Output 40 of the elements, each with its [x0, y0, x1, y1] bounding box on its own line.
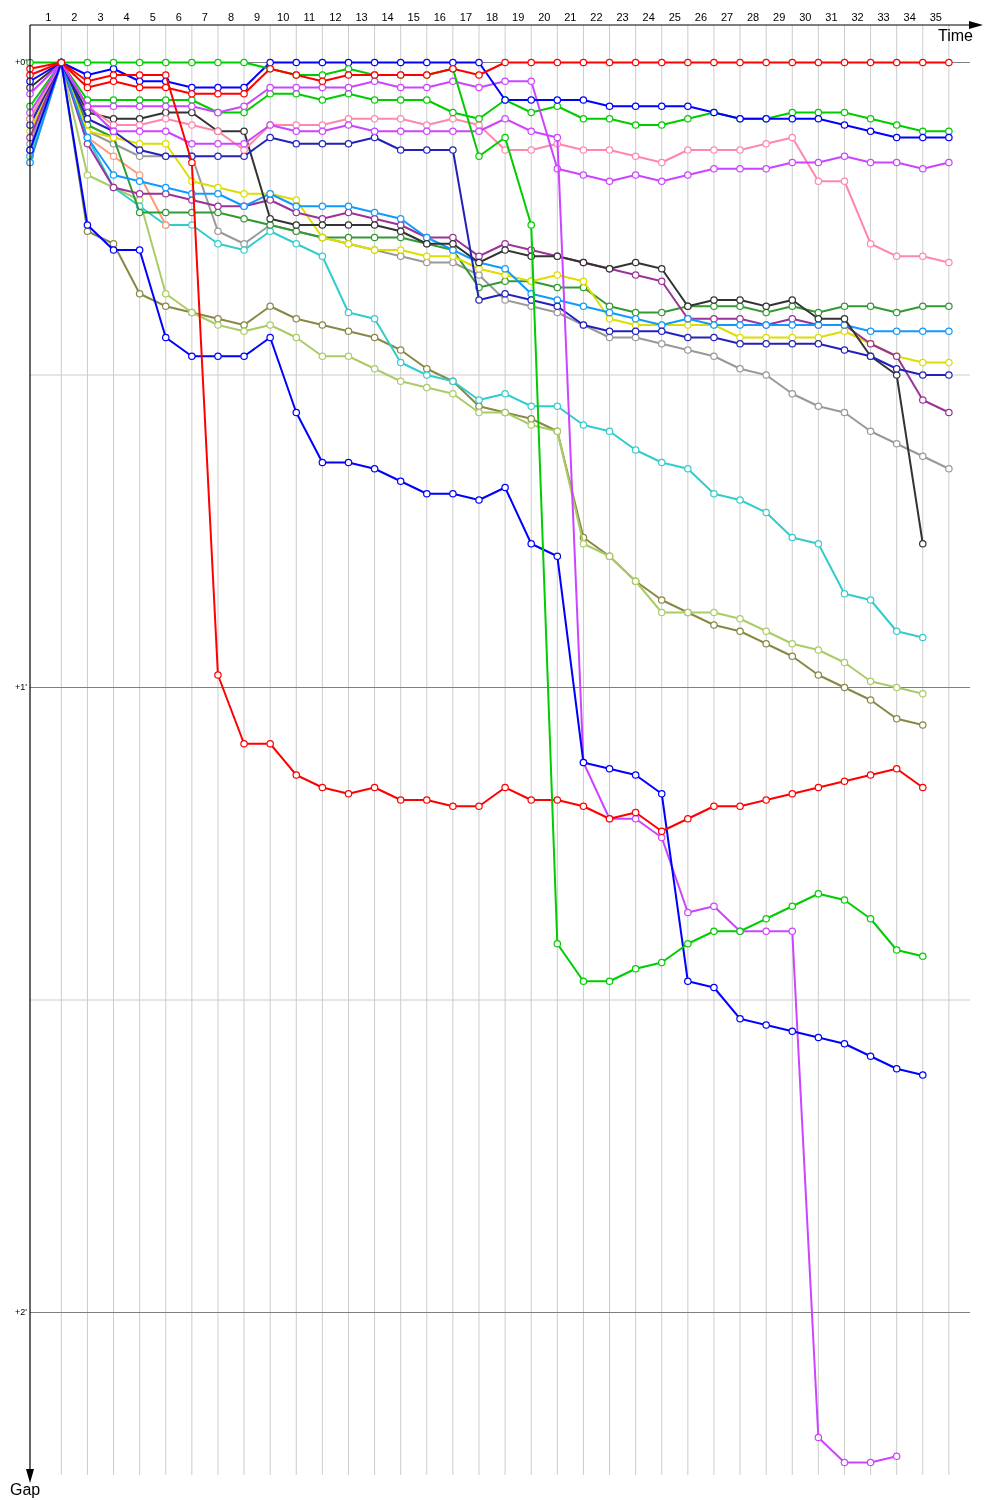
- x-tick-label: 35: [929, 11, 942, 23]
- x-tick-label: 24: [642, 11, 655, 23]
- x-tick-label: 2: [71, 11, 78, 23]
- x-tick-label: 5: [149, 11, 156, 23]
- x-tick-label: 1: [45, 11, 52, 23]
- x-tick-label: 18: [485, 11, 499, 23]
- x-tick-label: 27: [720, 11, 734, 23]
- x-tick-label: 25: [668, 11, 681, 23]
- x-tick-label: 12: [329, 11, 342, 23]
- x-tick-label: 31: [825, 11, 838, 23]
- x-tick-label: 34: [903, 11, 916, 23]
- x-tick-label: 32: [851, 11, 864, 23]
- x-tick-label: 17: [459, 11, 473, 23]
- y-tick-label: +2': [15, 1306, 28, 1317]
- x-tick-label: 6: [175, 11, 182, 23]
- y-tick-label: +1': [15, 681, 28, 692]
- x-tick-label: 7: [201, 11, 208, 23]
- x-tick-label: 22: [590, 11, 603, 23]
- x-tick-label: 30: [799, 11, 812, 23]
- x-tick-label: 13: [355, 11, 368, 23]
- x-tick-label: 29: [773, 11, 786, 23]
- x-tick-label: 16: [433, 11, 446, 23]
- x-tick-label: 10: [277, 11, 290, 23]
- x-tick-label: 11: [303, 11, 316, 23]
- x-tick-label: 28: [746, 11, 760, 23]
- x-tick-label: 9: [254, 11, 261, 23]
- x-tick-label: 15: [407, 11, 420, 23]
- x-tick-label: 4: [123, 11, 130, 23]
- y-axis-title: Gap: [10, 1481, 41, 1498]
- x-tick-label: 3: [97, 11, 104, 23]
- x-tick-label: 8: [227, 11, 235, 23]
- x-tick-label: 20: [538, 11, 551, 23]
- y-tick-label: +0': [15, 56, 28, 67]
- x-tick-label: 14: [381, 11, 394, 23]
- x-tick-label: 33: [877, 11, 890, 23]
- x-axis-title: Time: [938, 27, 974, 44]
- x-tick-label: 21: [564, 11, 577, 23]
- x-tick-label: 23: [616, 11, 629, 23]
- x-tick-label: 19: [512, 11, 525, 23]
- x-tick-label: 26: [694, 11, 708, 23]
